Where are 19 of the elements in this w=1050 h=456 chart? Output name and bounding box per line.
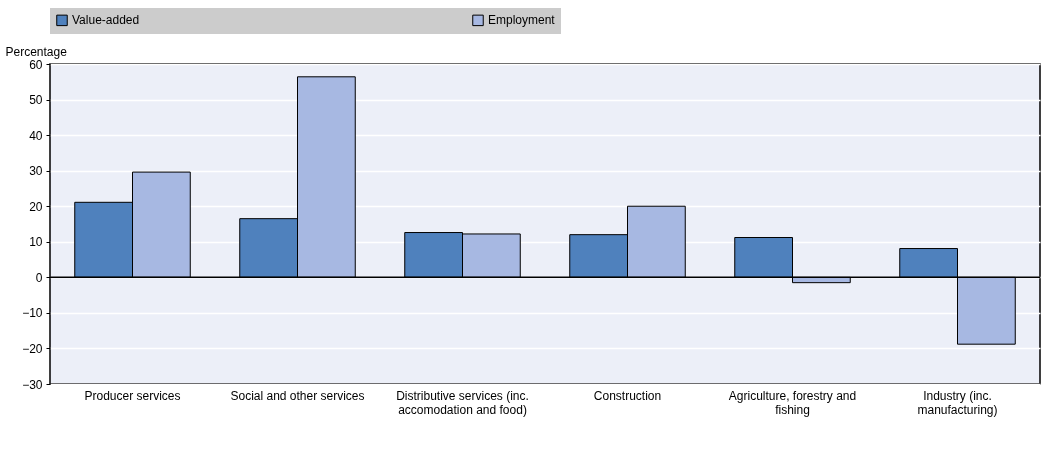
- y-tick-label: 50: [29, 93, 43, 108]
- x-tick-label: Producer services: [84, 388, 181, 403]
- y-tick-label: 30: [29, 164, 43, 179]
- y-axis-title: Percentage: [5, 44, 68, 59]
- x-tick-label: Industry (inc. manufacturing): [917, 388, 998, 417]
- y-tick-label: −10: [22, 306, 43, 321]
- y-tick-label: −20: [22, 341, 43, 356]
- x-tick-label: Construction: [593, 388, 662, 403]
- y-tick-label: −30: [22, 377, 43, 392]
- y-tick-label: 10: [29, 235, 43, 250]
- y-tick-label: 20: [29, 199, 43, 214]
- y-tick-label: 0: [35, 270, 43, 285]
- legend-label: Employment: [488, 13, 556, 28]
- x-tick-label: Agriculture, forestry and fishing: [728, 388, 857, 417]
- y-tick-label: 40: [29, 128, 43, 143]
- x-tick-label: Distributive services (inc. accomodation and food): [396, 388, 529, 417]
- legend-label: Value-added: [72, 13, 140, 28]
- y-tick-label: 60: [29, 57, 43, 72]
- x-tick-label: Social and other services: [230, 388, 365, 403]
